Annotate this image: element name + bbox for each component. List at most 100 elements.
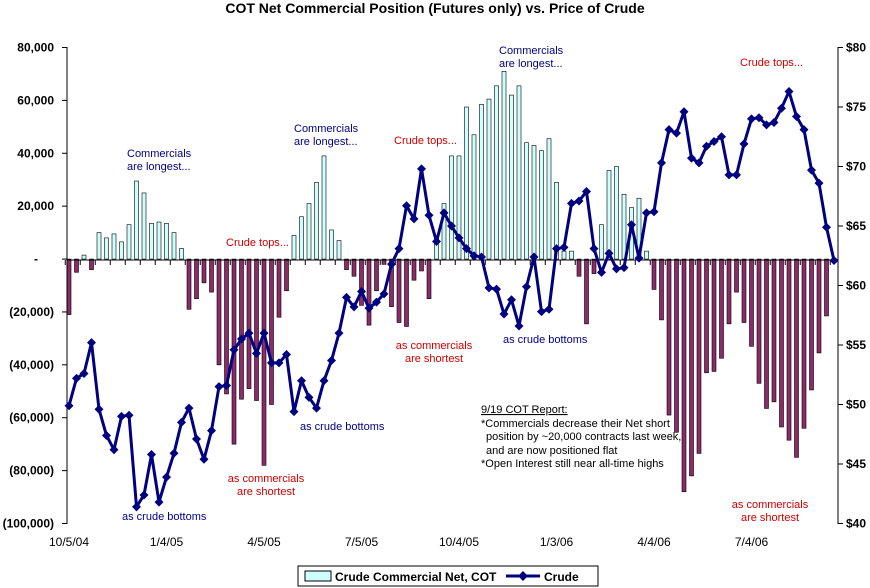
crude-point: [492, 284, 501, 294]
bar: [816, 258, 822, 354]
crude-point: [432, 236, 441, 246]
bar: [359, 258, 364, 306]
y-left-tick-label: (20,000): [9, 305, 54, 319]
crude-point: [792, 112, 801, 122]
y-right-tick-label: $65: [846, 219, 866, 233]
legend-swatch-bar: [304, 570, 332, 582]
crude-point: [612, 264, 621, 274]
bar: [411, 258, 417, 281]
annotation-longest-1: Commercials are longest...: [127, 148, 192, 173]
bar: [104, 237, 109, 260]
y-right-tick-label: $70: [846, 160, 866, 174]
bar: [239, 258, 244, 400]
crude-point: [244, 328, 254, 338]
crude-point: [657, 158, 666, 168]
annotation-tops-2: Crude tops...: [394, 135, 457, 147]
bar: [456, 155, 462, 260]
bar: [141, 192, 147, 260]
crude-point: [447, 221, 456, 231]
y-left-tick-label: (80,000): [9, 464, 54, 478]
crude-point: [709, 137, 719, 147]
crude-point: [372, 297, 381, 307]
crude-point: [417, 164, 426, 174]
crude-point: [177, 417, 186, 427]
crude-point: [807, 165, 816, 175]
bar: [419, 258, 424, 272]
crude-point: [192, 434, 201, 444]
crude-point: [297, 376, 306, 386]
crude-point: [567, 198, 576, 208]
bar: [584, 258, 589, 325]
crude-point: [634, 253, 644, 263]
bar: [606, 170, 612, 260]
bar: [651, 258, 657, 290]
crude-point: [252, 348, 261, 358]
bar: [246, 258, 252, 389]
bar: [659, 258, 664, 321]
bar: [509, 94, 514, 260]
line-series: [64, 87, 839, 512]
bar: [674, 258, 679, 433]
legend-label-crude: Crude: [544, 570, 579, 584]
x-tick-label: 7/5/05: [345, 535, 379, 549]
crude-point: [537, 307, 546, 317]
bar: [531, 145, 537, 260]
crude-point: [687, 153, 696, 163]
crude-point: [162, 472, 171, 482]
y-left-tick-label: -: [34, 252, 38, 266]
crude-point: [349, 302, 359, 312]
crude-point: [327, 355, 336, 365]
bar: [681, 258, 687, 493]
crude-point: [72, 373, 81, 383]
crude-point: [522, 282, 531, 292]
y-right-tick-label: $75: [846, 100, 866, 114]
crude-point: [544, 304, 554, 314]
bar: [501, 71, 507, 260]
crude-point: [754, 113, 764, 123]
bar: [734, 258, 739, 293]
crude-point: [237, 334, 246, 344]
bar: [569, 250, 574, 260]
note-line: *Commercials decrease their Net short: [481, 418, 670, 430]
x-tick-label: 10/4/05: [439, 535, 479, 549]
crude-point: [747, 114, 756, 124]
crude-point: [769, 117, 779, 127]
bar: [209, 258, 214, 293]
bar: [576, 258, 582, 277]
bar: [809, 258, 814, 391]
crude-point: [784, 87, 794, 97]
bar: [336, 240, 342, 260]
y-right-tick-label: $80: [846, 41, 866, 55]
y-right-tick-label: $45: [846, 457, 866, 471]
note-line: position by ~20,000 contracts last week,: [486, 431, 681, 443]
crude-point: [484, 283, 494, 293]
y-left-tick-label: 40,000: [17, 146, 54, 160]
crude-point: [694, 158, 704, 168]
legend-diamond-icon: [518, 571, 528, 581]
annotation-tops-3: Crude tops...: [740, 57, 803, 69]
crude-point: [387, 259, 396, 269]
crude-point: [664, 125, 674, 135]
crude-point: [259, 328, 269, 338]
bar: [344, 258, 349, 270]
crude-point: [619, 263, 629, 273]
y-left-tick-label: 60,000: [17, 93, 54, 107]
bar: [396, 258, 402, 323]
crude-point: [829, 256, 839, 266]
bar: [389, 258, 394, 307]
bar: [794, 258, 799, 458]
bar: [269, 258, 274, 405]
y-left-tick-label: (60,000): [9, 411, 54, 425]
bar: [164, 223, 169, 260]
bar: [561, 250, 567, 260]
note-line: and are now positioned flat: [486, 445, 617, 457]
x-tick-label: 1/3/06: [540, 535, 574, 549]
crude-point: [679, 107, 689, 117]
bar: [486, 98, 492, 260]
bar: [696, 258, 702, 454]
crude-point: [207, 426, 216, 436]
crude-point: [739, 139, 749, 149]
chart-title: COT Net Commercial Position (Futures onl…: [225, 0, 645, 16]
annotation-bottoms-3: as crude bottoms: [503, 334, 588, 346]
y-left-tick-label: (100,000): [3, 517, 54, 531]
